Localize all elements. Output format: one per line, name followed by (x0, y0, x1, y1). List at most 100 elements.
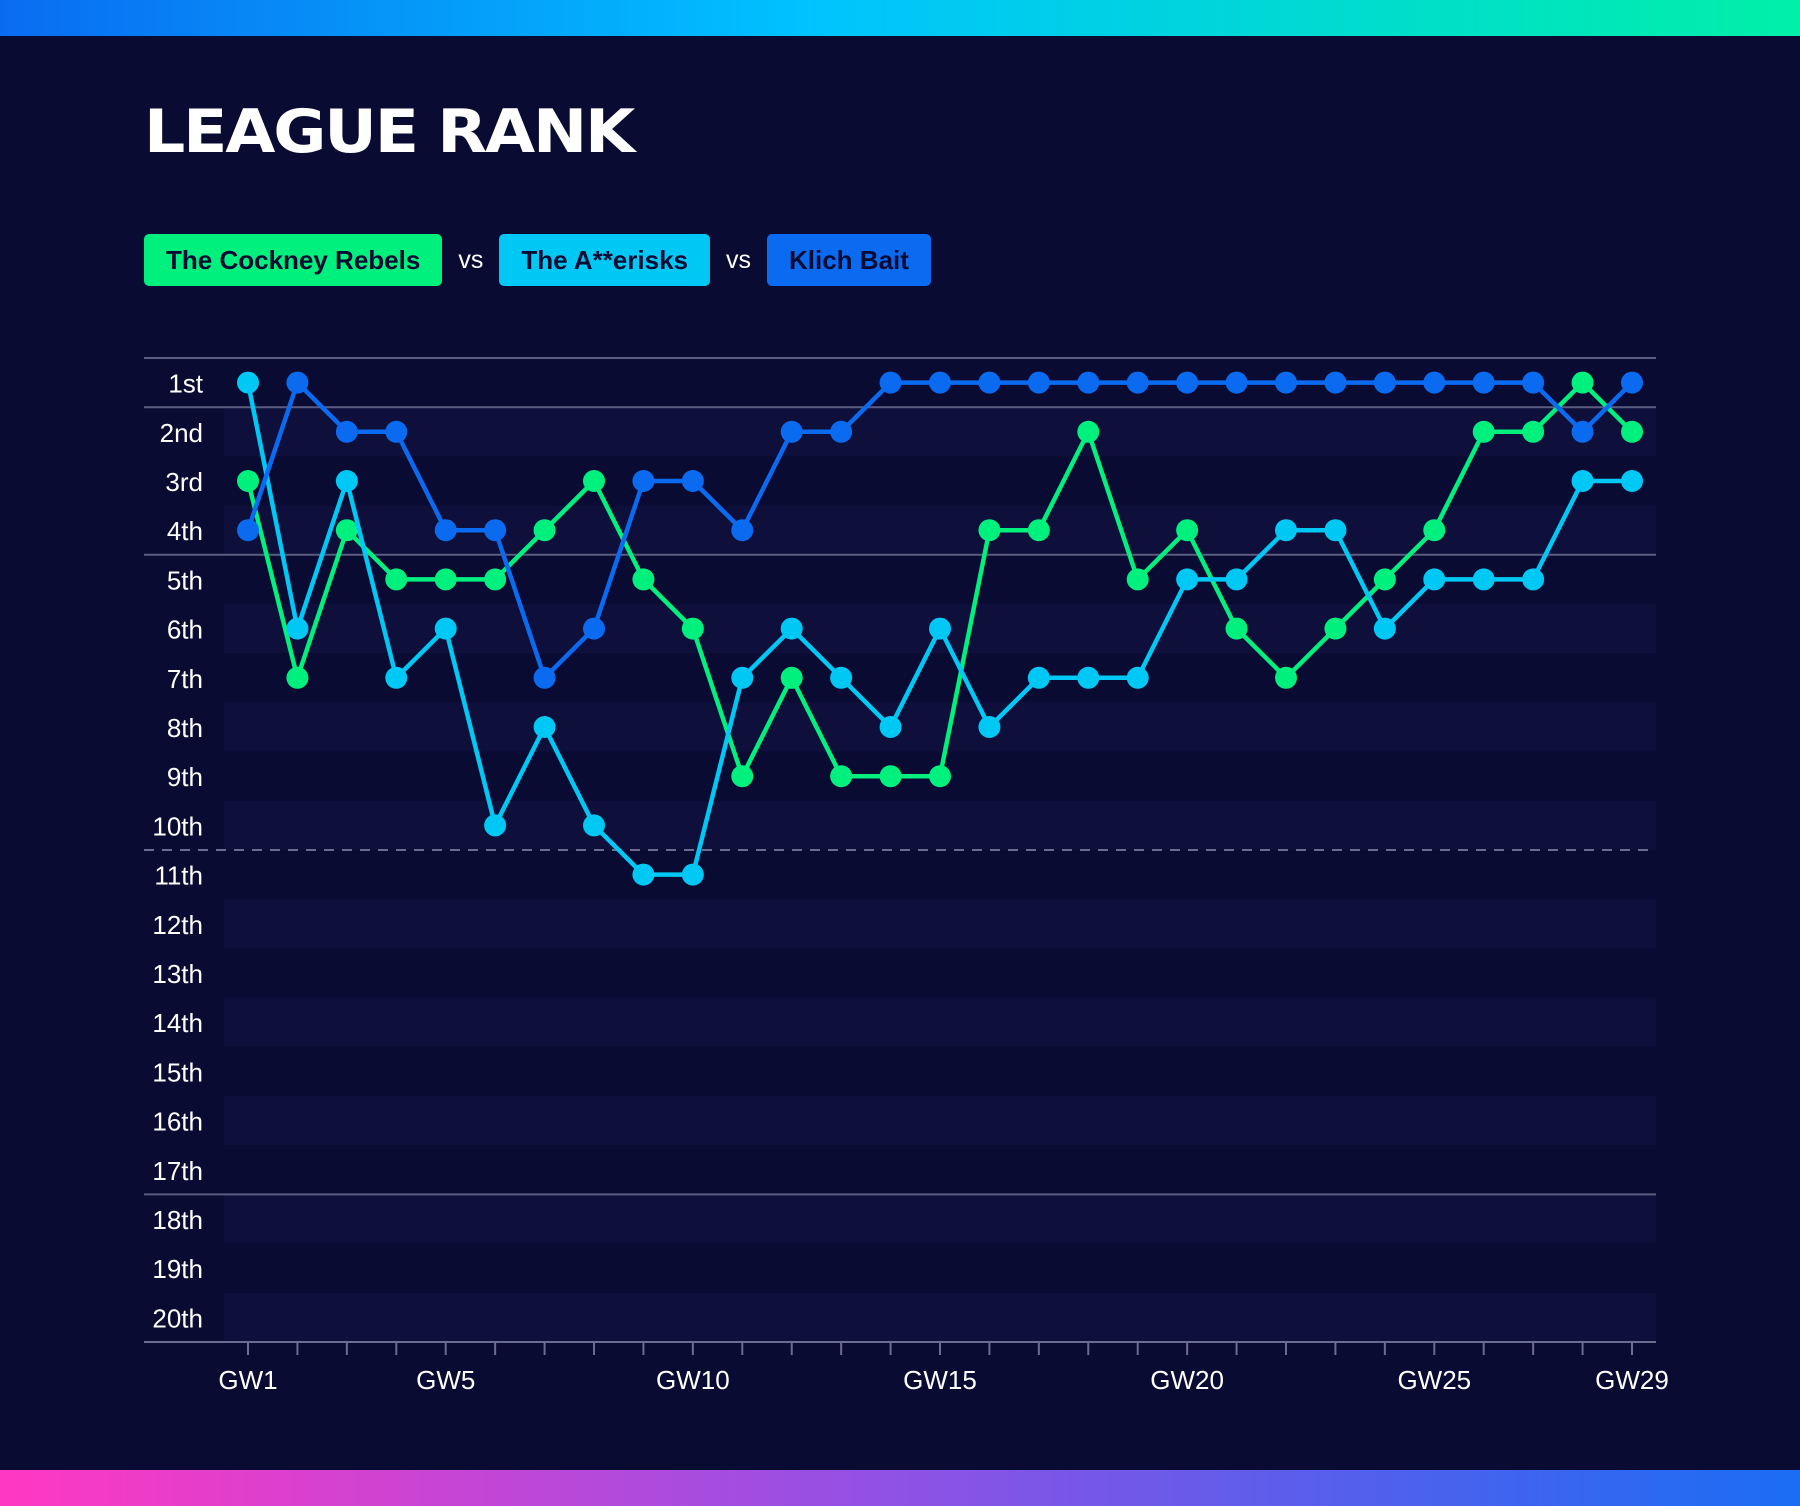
y-tick-label: 2nd (160, 418, 203, 448)
y-tick-label: 1st (168, 369, 203, 399)
x-tick-label: GW1 (218, 1365, 277, 1395)
data-point (385, 568, 408, 591)
data-point (1077, 371, 1100, 394)
y-tick-labels: 1st 2nd 3rd 4th 5th 6th 7th 8th 9th 10th 11th 12th 1… (152, 369, 203, 1334)
rank-band (224, 800, 1656, 850)
y-tick-label: 17th (152, 1156, 203, 1186)
data-point (879, 765, 902, 788)
data-point (681, 863, 704, 886)
data-point (1522, 568, 1545, 591)
data-point (434, 617, 457, 640)
data-point (681, 617, 704, 640)
data-point (1126, 666, 1149, 689)
data-point (237, 470, 259, 492)
data-point (1472, 371, 1495, 394)
data-point (1571, 470, 1594, 492)
data-point (978, 371, 1001, 394)
y-tick-label: 3rd (165, 467, 203, 497)
data-point (632, 863, 655, 886)
data-point (1275, 666, 1297, 689)
data-point (1571, 371, 1594, 394)
series-klich-bait (237, 371, 1643, 689)
y-tick-label: 13th (152, 959, 203, 989)
data-point (1472, 420, 1495, 443)
data-point (1275, 519, 1297, 542)
series-group (237, 371, 1643, 886)
data-point (1176, 519, 1199, 542)
data-point (1324, 617, 1347, 640)
x-tick-label: GW10 (656, 1365, 730, 1395)
data-point (1077, 666, 1100, 689)
x-tick-label: GW15 (903, 1365, 977, 1395)
y-tick-label: 20th (152, 1303, 203, 1333)
data-point (1077, 420, 1100, 443)
data-point (1126, 568, 1149, 591)
data-point (533, 666, 556, 689)
data-point (879, 716, 902, 738)
series-cockney-rebels (237, 371, 1643, 788)
data-point (1225, 617, 1248, 640)
data-point (1522, 420, 1545, 443)
data-point (731, 765, 754, 788)
data-point (1324, 371, 1347, 394)
data-point (1571, 420, 1594, 443)
x-tick-label: GW5 (416, 1365, 475, 1395)
data-point (1522, 371, 1545, 394)
data-point (830, 666, 853, 689)
y-tick-label: 14th (152, 1008, 203, 1038)
data-point (879, 371, 902, 394)
y-tick-label: 12th (152, 910, 203, 940)
x-axis (144, 1341, 1656, 1355)
data-point (484, 568, 507, 591)
data-point (632, 470, 655, 492)
data-point (1621, 420, 1643, 443)
y-tick-label: 10th (152, 811, 203, 841)
data-point (385, 666, 408, 689)
data-point (583, 470, 605, 492)
rank-band (224, 1292, 1656, 1342)
data-point (335, 470, 358, 492)
data-point (929, 765, 951, 788)
bottom-gradient-bar (0, 1470, 1800, 1506)
top-gradient-bar (0, 0, 1800, 36)
data-point (1373, 568, 1396, 591)
data-point (1373, 617, 1396, 640)
data-point (830, 765, 853, 788)
y-tick-label: 15th (152, 1057, 203, 1087)
y-tick-label: 8th (167, 713, 203, 743)
data-point (1176, 371, 1199, 394)
legend-chip-klich-bait: Klich Bait (767, 234, 931, 286)
data-point (583, 814, 605, 837)
data-point (1423, 519, 1446, 542)
rank-band (224, 997, 1656, 1047)
reference-lines (144, 357, 1656, 1196)
data-point (286, 666, 309, 689)
y-tick-label: 4th (167, 516, 203, 546)
data-point (533, 519, 556, 542)
legend-chip-cockney-rebels: The Cockney Rebels (144, 234, 443, 286)
data-point (335, 519, 358, 542)
data-point (780, 666, 803, 689)
data-point (237, 371, 259, 394)
data-point (1621, 371, 1643, 394)
data-point (1275, 371, 1297, 394)
data-point (237, 519, 259, 542)
data-point (484, 814, 507, 837)
legend: The Cockney Rebels vs The A**erisks vs K… (144, 234, 931, 286)
legend-chip-asterisks: The A**erisks (499, 234, 710, 286)
data-point (1423, 568, 1446, 591)
data-point (731, 666, 754, 689)
data-point (830, 420, 853, 443)
data-point (1126, 371, 1149, 394)
data-point (335, 420, 358, 443)
data-point (1472, 568, 1495, 591)
data-point (1373, 371, 1396, 394)
data-point (681, 470, 704, 492)
data-point (1027, 519, 1050, 542)
y-tick-label: 16th (152, 1107, 203, 1137)
data-point (731, 519, 754, 542)
y-tick-label: 9th (167, 762, 203, 792)
x-tick-label: GW20 (1150, 1365, 1224, 1395)
data-point (583, 617, 605, 640)
